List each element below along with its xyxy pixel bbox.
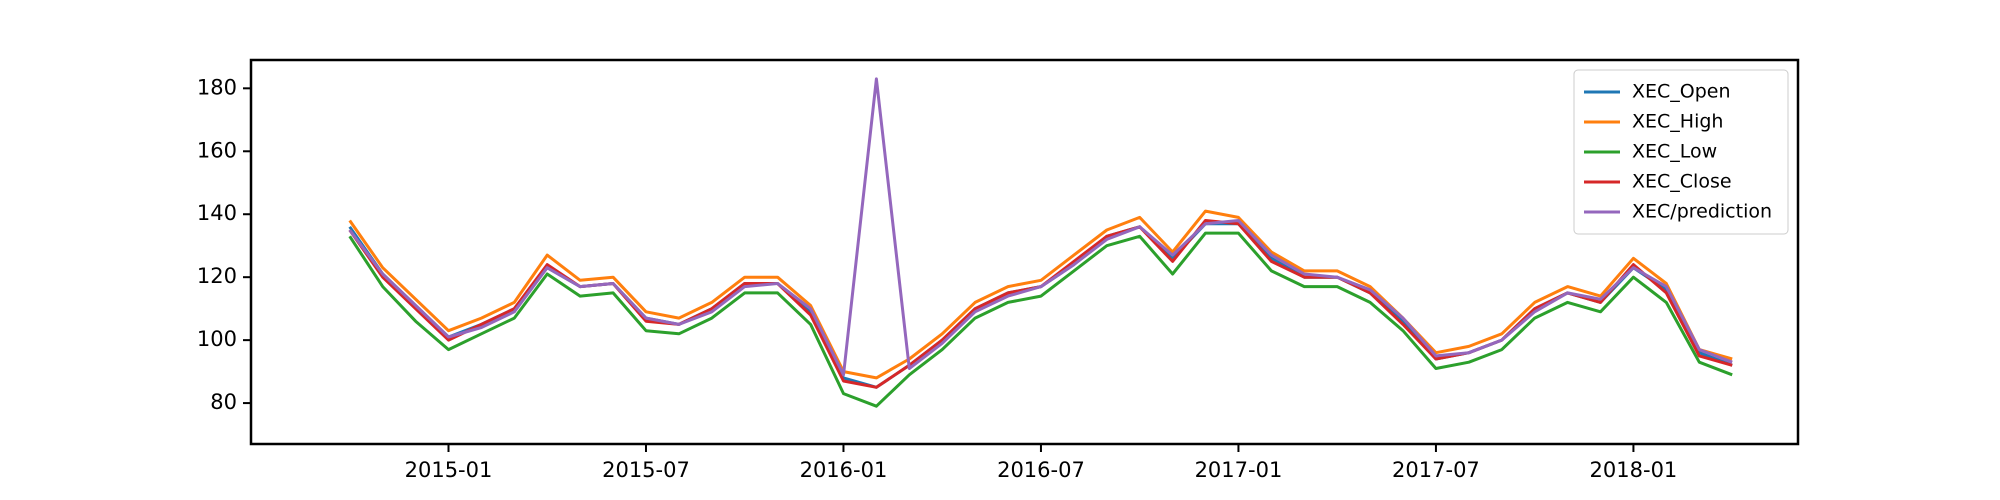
y-tick-label: 120 — [197, 264, 237, 288]
series-line — [348, 209, 1733, 380]
legend-label: XEC_Open — [1632, 81, 1731, 103]
x-tick-label: 2016-07 — [997, 458, 1085, 482]
series-line — [348, 222, 1733, 389]
x-tick-label: 2015-07 — [602, 458, 690, 482]
x-tick-label: 2017-07 — [1392, 458, 1480, 482]
x-tick-label: 2015-01 — [405, 458, 493, 482]
y-tick-label: 80 — [210, 390, 237, 414]
legend-box — [1573, 69, 1789, 235]
plot-frame — [249, 58, 1800, 446]
y-tick-label: 140 — [197, 201, 237, 225]
y-tick-label: 160 — [197, 138, 237, 162]
x-tick-label: 2018-01 — [1590, 458, 1678, 482]
legend-label: XEC_High — [1632, 111, 1723, 133]
series-line — [348, 219, 1733, 389]
legend-label: XEC_Close — [1632, 171, 1732, 193]
x-tick-label: 2017-01 — [1195, 458, 1283, 482]
y-tick-label: 100 — [197, 327, 237, 351]
legend-label: XEC/prediction — [1632, 201, 1772, 223]
series-line — [348, 231, 1733, 408]
x-tick-label: 2016-01 — [800, 458, 888, 482]
legend-label: XEC_Low — [1632, 141, 1717, 163]
series-line — [348, 77, 1733, 377]
y-tick-label: 180 — [197, 75, 237, 99]
